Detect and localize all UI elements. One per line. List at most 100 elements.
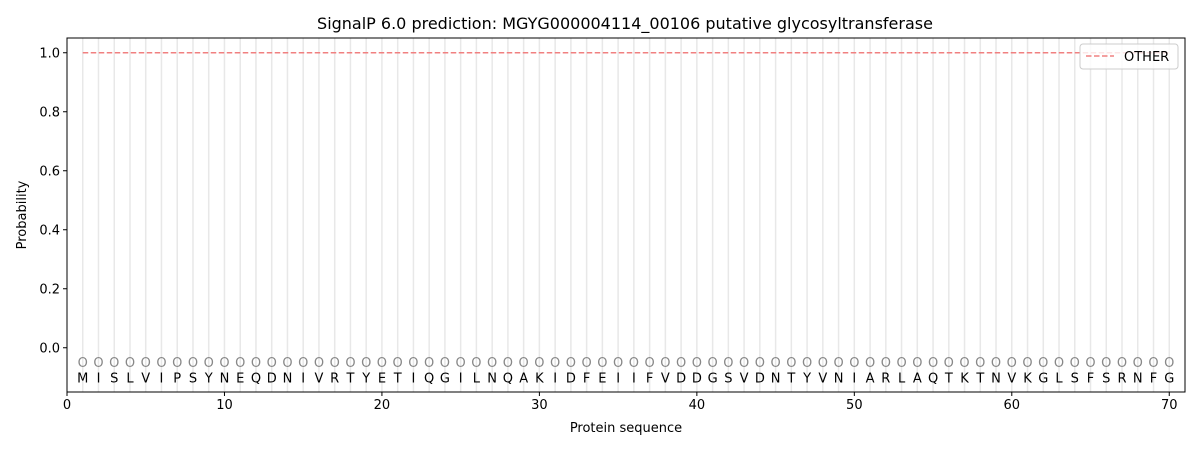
residue-label: R xyxy=(881,371,890,386)
y-tick-label: 0.6 xyxy=(39,164,60,179)
predicted-label-marker: O xyxy=(912,356,922,371)
predicted-label-marker: O xyxy=(156,356,166,371)
x-tick-label: 20 xyxy=(374,398,391,413)
residue-label: I xyxy=(616,371,620,386)
plot-frame xyxy=(66,37,1186,393)
residue-label: L xyxy=(1055,371,1063,386)
residue-label: G xyxy=(1038,371,1048,386)
predicted-label-marker: O xyxy=(928,356,938,371)
residue-label: V xyxy=(1007,371,1016,386)
predicted-label-marker: O xyxy=(582,356,592,371)
legend-label-other: OTHER xyxy=(1124,50,1169,65)
x-axis-label: Protein sequence xyxy=(570,421,682,436)
residue-label: T xyxy=(944,371,953,386)
residue-label: N xyxy=(834,371,844,386)
predicted-label-marker: O xyxy=(408,356,418,371)
residue-label: K xyxy=(960,371,969,386)
residue-label: M xyxy=(77,371,88,386)
legend: OTHER xyxy=(1079,43,1179,70)
predicted-label-marker: O xyxy=(330,356,340,371)
residue-label: Q xyxy=(251,371,261,386)
predicted-label-marker: O xyxy=(786,356,796,371)
residue-label: N xyxy=(487,371,497,386)
residue-label: I xyxy=(632,371,636,386)
predicted-label-marker: O xyxy=(645,356,655,371)
residue-label: Y xyxy=(802,371,811,386)
predicted-label-marker: O xyxy=(1007,356,1017,371)
predicted-label-marker: O xyxy=(818,356,828,371)
predicted-label-marker: O xyxy=(991,356,1001,371)
predicted-label-marker: O xyxy=(172,356,182,371)
residue-label: S xyxy=(110,371,118,386)
predicted-label-marker: O xyxy=(456,356,466,371)
residue-label: D xyxy=(755,371,765,386)
residue-label: N xyxy=(771,371,781,386)
x-tick-label: 70 xyxy=(1161,398,1178,413)
predicted-label-marker: O xyxy=(519,356,529,371)
residue-label: L xyxy=(898,371,906,386)
predicted-label-marker: O xyxy=(613,356,623,371)
residue-label: G xyxy=(708,371,718,386)
residue-label: K xyxy=(1023,371,1032,386)
y-tick-label: 1.0 xyxy=(39,46,60,61)
predicted-label-marker: O xyxy=(975,356,985,371)
predicted-label-marker: O xyxy=(1038,356,1048,371)
x-axis: 0 10 20 30 40 50 60 70 xyxy=(63,392,1178,413)
residue-label: V xyxy=(141,371,150,386)
residue-label: D xyxy=(566,371,576,386)
residue-label: A xyxy=(866,371,875,386)
residue-label: F xyxy=(1150,371,1157,386)
x-tick-label: 10 xyxy=(216,398,233,413)
residue-label: V xyxy=(314,371,323,386)
y-tick-label: 0.0 xyxy=(39,341,60,356)
predicted-label-marker: O xyxy=(896,356,906,371)
predicted-label-marker: O xyxy=(534,356,544,371)
residue-label: E xyxy=(598,371,606,386)
residue-label: Q xyxy=(424,371,434,386)
residue-label: Y xyxy=(361,371,370,386)
predicted-label-marker: O xyxy=(440,356,450,371)
residue-label: E xyxy=(378,371,386,386)
predicted-label-marker: O xyxy=(267,356,277,371)
residue-label: N xyxy=(220,371,230,386)
residue-label: I xyxy=(97,371,101,386)
y-tick-label: 0.2 xyxy=(39,282,60,297)
residue-label: S xyxy=(1071,371,1079,386)
predicted-label-marker: O xyxy=(1085,356,1095,371)
residue-label: S xyxy=(724,371,732,386)
residue-label: V xyxy=(740,371,749,386)
predicted-label-marker: O xyxy=(1148,356,1158,371)
predicted-label-marker: O xyxy=(1117,356,1127,371)
predicted-label-marker: O xyxy=(1054,356,1064,371)
predicted-label-marker: O xyxy=(881,356,891,371)
residue-label: G xyxy=(1164,371,1174,386)
residue-label: T xyxy=(786,371,795,386)
residue-label: N xyxy=(991,371,1001,386)
predicted-label-marker: O xyxy=(770,356,780,371)
predicted-label-marker: O xyxy=(849,356,859,371)
predicted-label-marker: O xyxy=(1070,356,1080,371)
residue-label: I xyxy=(459,371,463,386)
x-tick-label: 50 xyxy=(846,398,863,413)
predicted-label-marker: O xyxy=(188,356,198,371)
predicted-label-marker: O xyxy=(959,356,969,371)
predicted-label-marker: O xyxy=(629,356,639,371)
x-tick-label: 0 xyxy=(63,398,71,413)
x-tick-label: 40 xyxy=(689,398,706,413)
predicted-label-marker: O xyxy=(314,356,324,371)
predicted-label-marker: O xyxy=(204,356,214,371)
residue-label: F xyxy=(646,371,653,386)
predicted-label-marker: O xyxy=(125,356,135,371)
predicted-label-marker: O xyxy=(944,356,954,371)
y-tick-label: 0.4 xyxy=(39,223,60,238)
residue-label: F xyxy=(583,371,590,386)
grid-lines xyxy=(81,38,1171,392)
predicted-label-marker: O xyxy=(377,356,387,371)
residue-label: I xyxy=(412,371,416,386)
predicted-label-marker: O xyxy=(298,356,308,371)
residue-label: S xyxy=(189,371,197,386)
residue-label: D xyxy=(267,371,277,386)
